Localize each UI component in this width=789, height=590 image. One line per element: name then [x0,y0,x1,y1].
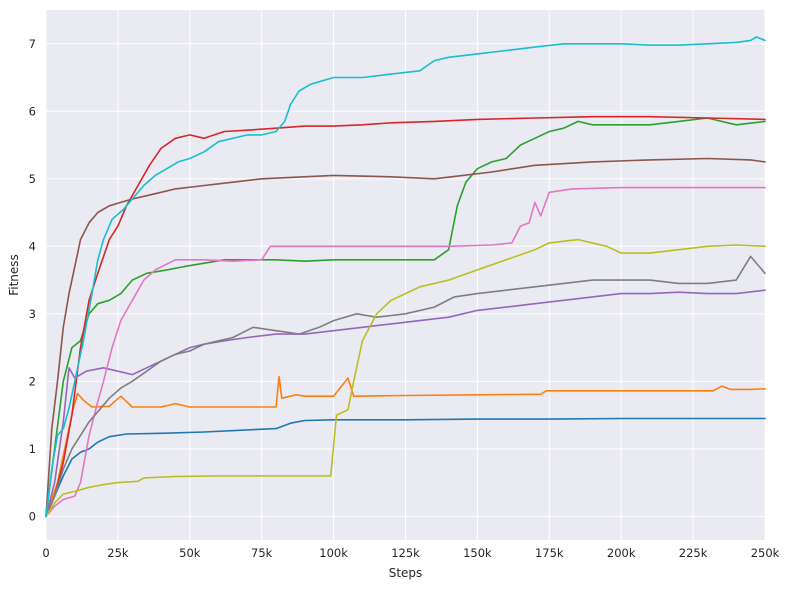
series-layer [45,36,766,518]
x-tick-label: 250k [751,546,780,560]
y-tick-label: 1 [29,442,36,456]
series-line-10 [45,36,766,518]
y-tick-label: 2 [29,374,36,388]
x-tick-label: 0 [42,546,49,560]
y-axis-ticks: 0 1 2 3 4 5 6 7 [29,37,36,524]
series-line-4 [45,115,766,518]
series-line-5 [45,289,766,518]
x-tick-label: 200k [607,546,636,560]
x-tick-label: 75k [251,546,273,560]
x-axis-ticks: 0 25k 50k 75k 100k 125k 150k 175k 200k 225k 250k [42,546,779,560]
y-tick-label: 4 [29,239,36,253]
series-line-7 [45,186,766,518]
series-line-9 [45,238,766,518]
x-axis-label: Steps [389,566,423,580]
y-tick-label: 0 [29,509,36,523]
x-tick-label: 25k [107,546,129,560]
y-tick-label: 7 [29,37,36,51]
series-line-1 [45,417,766,518]
x-tick-label: 150k [463,546,492,560]
series-line-3 [45,117,766,518]
x-tick-label: 100k [319,546,348,560]
series-line-2 [45,375,766,518]
series-line-6 [45,157,766,518]
x-tick-label: 175k [535,546,564,560]
series-line-8 [45,255,766,518]
y-axis-label: Fitness [7,254,21,296]
y-tick-label: 3 [29,307,36,321]
x-tick-label: 225k [679,546,708,560]
x-tick-label: 50k [179,546,201,560]
y-tick-label: 5 [29,172,36,186]
x-tick-label: 125k [391,546,420,560]
y-tick-label: 6 [29,104,36,118]
